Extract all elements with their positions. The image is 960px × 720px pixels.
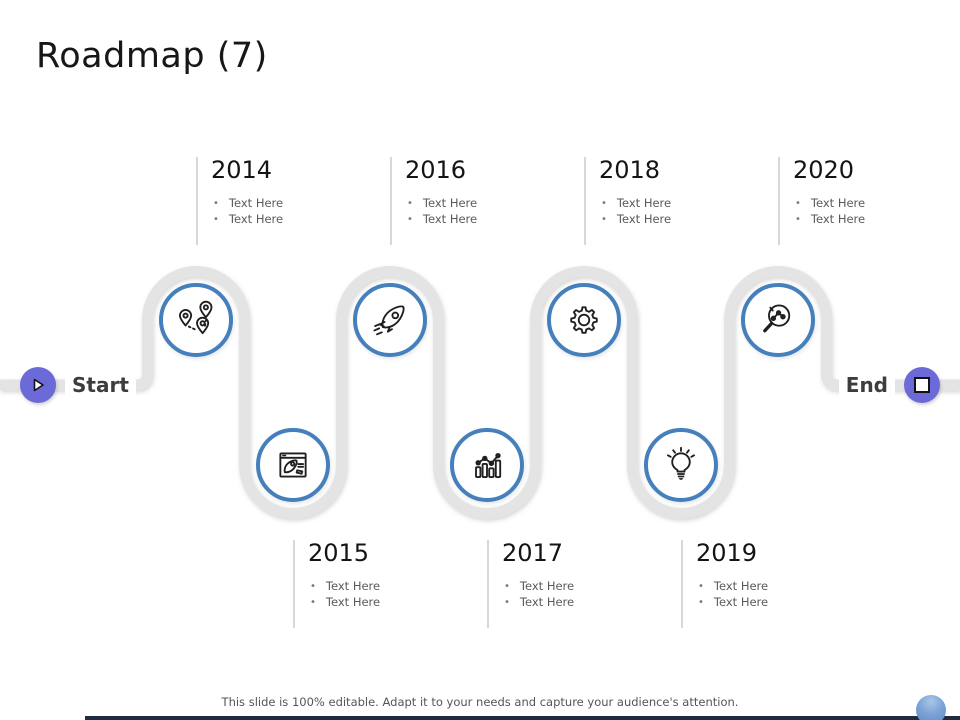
milestone-block-2016: 2016 Text Here Text Here [390, 157, 560, 245]
milestone-block-2018: 2018 Text Here Text Here [584, 157, 754, 245]
timeline-node-2017 [450, 428, 524, 502]
start-badge [20, 367, 56, 403]
bullet-list: Text Here Text Here [795, 196, 948, 226]
year-label: 2015 [308, 539, 370, 567]
year-label: 2014 [211, 156, 273, 184]
timeline-node-2020 [741, 283, 815, 357]
lightbulb-icon [666, 446, 696, 480]
gear-icon [570, 306, 598, 334]
timeline-node-2015 [256, 428, 330, 502]
year-label: 2017 [502, 539, 564, 567]
start-label: Start [65, 368, 136, 402]
route-pins-icon [179, 300, 213, 335]
bullet-item: Text Here [795, 212, 948, 226]
bullet-item: Text Here [795, 196, 948, 210]
year-label: 2018 [599, 156, 661, 184]
page-title: Roadmap (7) [36, 36, 268, 76]
play-icon [33, 378, 44, 392]
end-marker: End [838, 367, 940, 403]
bullet-item: Text Here [213, 212, 366, 226]
year-label: 2016 [405, 156, 467, 184]
bullet-item: Text Here [601, 212, 754, 226]
bullet-list: Text Here Text Here [213, 196, 366, 226]
milestone-block-2020: 2020 Text Here Text Here [778, 157, 948, 245]
bullet-list: Text Here Text Here [601, 196, 754, 226]
stop-icon [914, 377, 930, 393]
bullet-item: Text Here [504, 579, 657, 593]
timeline-node-2016 [353, 283, 427, 357]
bullet-list: Text Here Text Here [504, 579, 657, 609]
end-label: End [838, 368, 895, 402]
bar-chart-icon [475, 452, 502, 479]
bullet-item: Text Here [407, 212, 560, 226]
bullet-list: Text Here Text Here [407, 196, 560, 226]
corner-accent-dot [916, 695, 946, 720]
milestone-block-2019: 2019 Text Here Text Here [681, 540, 851, 628]
bullet-item: Text Here [310, 595, 463, 609]
milestone-block-2015: 2015 Text Here Text Here [293, 540, 463, 628]
bullet-item: Text Here [698, 595, 851, 609]
bullet-item: Text Here [213, 196, 366, 210]
bullet-item: Text Here [601, 196, 754, 210]
bullet-list: Text Here Text Here [698, 579, 851, 609]
year-label: 2019 [696, 539, 758, 567]
search-analytics-icon [763, 304, 791, 333]
timeline-node-2014 [159, 283, 233, 357]
bottom-accent-bar [85, 716, 960, 720]
footer-note: This slide is 100% editable. Adapt it to… [221, 695, 739, 709]
end-badge [904, 367, 940, 403]
startup-browser-icon [279, 452, 307, 478]
start-marker: Start [20, 367, 136, 403]
bullet-item: Text Here [407, 196, 560, 210]
rocket-icon [373, 305, 405, 336]
timeline-node-2018 [547, 283, 621, 357]
milestone-block-2014: 2014 Text Here Text Here [196, 157, 366, 245]
timeline-node-2019 [644, 428, 718, 502]
bullet-list: Text Here Text Here [310, 579, 463, 609]
bullet-item: Text Here [504, 595, 657, 609]
bullet-item: Text Here [698, 579, 851, 593]
milestone-block-2017: 2017 Text Here Text Here [487, 540, 657, 628]
bullet-item: Text Here [310, 579, 463, 593]
year-label: 2020 [793, 156, 855, 184]
